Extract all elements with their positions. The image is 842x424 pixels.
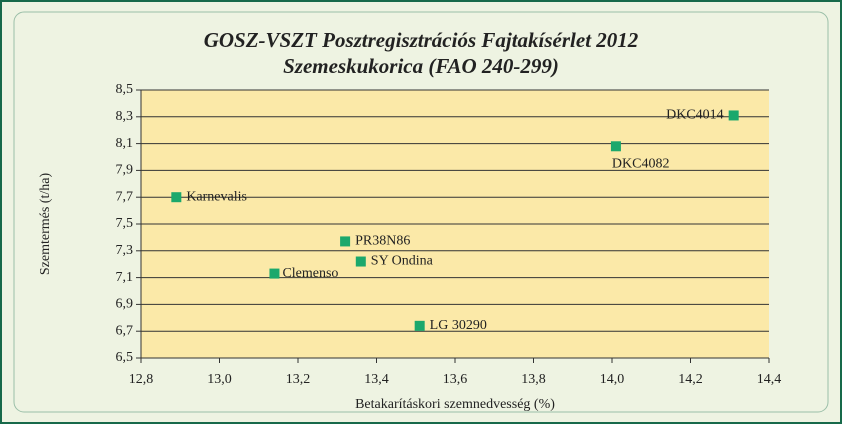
y-tick-label: 6,9 — [116, 297, 134, 312]
y-axis-label: Szemtermés (t/ha) — [38, 173, 53, 276]
y-tick-label: 8,5 — [116, 82, 134, 97]
y-tick-label: 7,7 — [116, 189, 134, 204]
point-label: DKC4082 — [612, 156, 670, 171]
point — [610, 141, 621, 152]
point-label: Karnevalis — [186, 189, 247, 204]
point — [171, 192, 182, 203]
y-tick-label: 7,5 — [116, 216, 134, 231]
inner-frame — [13, 11, 829, 413]
point — [728, 110, 739, 121]
point — [414, 320, 425, 331]
x-tick-label: 13,2 — [286, 372, 311, 387]
y-tick-label: 6,7 — [116, 323, 134, 338]
y-tick-label: 7,3 — [116, 243, 134, 258]
x-tick-label: 12,8 — [129, 372, 154, 387]
x-tick-label: 14,2 — [678, 372, 703, 387]
y-tick-label: 8,1 — [116, 136, 134, 151]
point-label: Clemenso — [282, 266, 338, 281]
x-tick-label: 13,8 — [521, 372, 546, 387]
point — [269, 268, 280, 279]
point-label: LG 30290 — [430, 318, 487, 333]
x-tick-label: 13,6 — [443, 372, 468, 387]
chart-title: GOSZ-VSZT Posztregisztrációs Fajtakísérl… — [204, 28, 639, 52]
y-tick-label: 6,5 — [116, 350, 134, 365]
chart-subtitle: Szemeskukorica (FAO 240-299) — [283, 54, 559, 78]
point-label: SY Ondina — [371, 254, 434, 269]
x-tick-label: 13,4 — [364, 372, 389, 387]
point-label: DKC4014 — [666, 108, 724, 123]
x-tick-label: 14,0 — [600, 372, 625, 387]
x-tick-label: 13,0 — [207, 372, 232, 387]
y-tick-label: 7,1 — [116, 270, 134, 285]
point-label: PR38N86 — [355, 234, 410, 249]
y-tick-label: 7,9 — [116, 163, 134, 178]
point — [355, 256, 366, 267]
y-tick-label: 8,3 — [116, 109, 134, 124]
point — [340, 236, 351, 247]
x-axis-label: Betakarításkori szemnedvesség (%) — [355, 397, 555, 412]
x-tick-label: 14,4 — [757, 372, 782, 387]
